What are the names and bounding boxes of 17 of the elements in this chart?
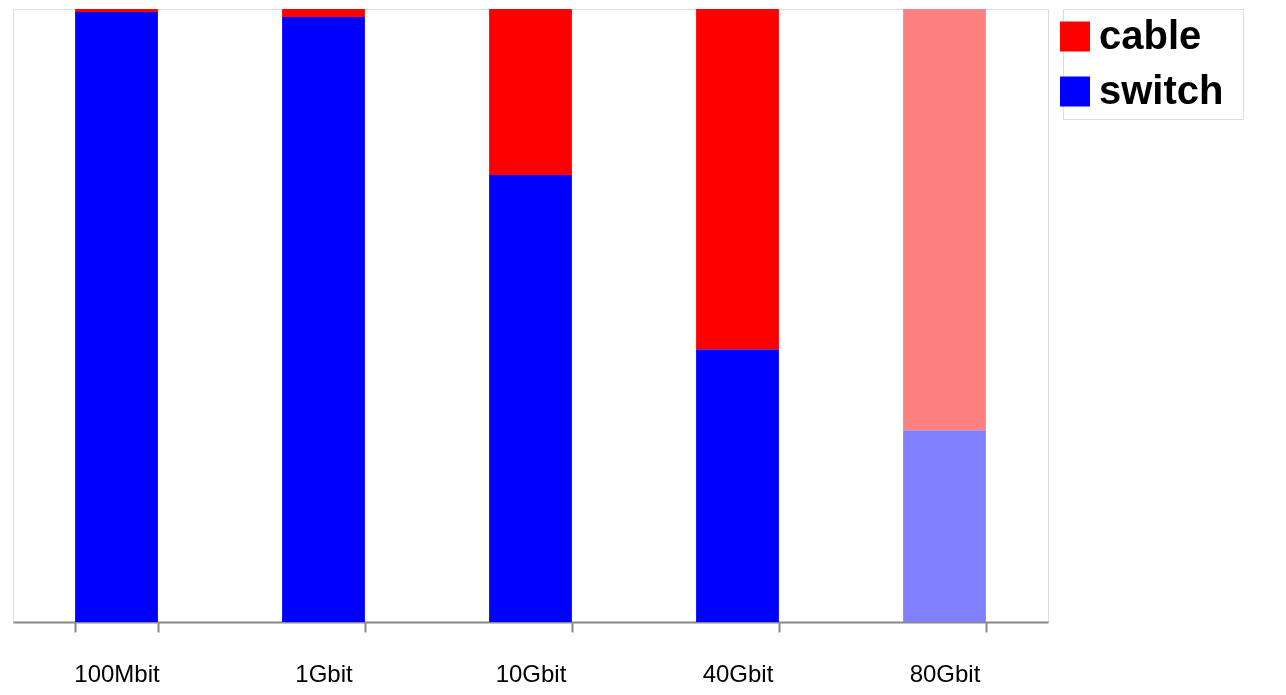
x-tick-label: 80Gbit — [909, 659, 981, 687]
x-tick-label: 10Gbit — [495, 659, 567, 687]
bar — [696, 349, 779, 622]
bar — [75, 12, 158, 622]
bar — [903, 9, 986, 431]
legend-label: switch — [1099, 67, 1224, 112]
x-tick-label: 1Gbit — [295, 659, 354, 687]
bar — [489, 9, 572, 176]
legend-label: cable — [1099, 12, 1202, 57]
x-tick-label: 100Mbit — [74, 659, 161, 687]
bar — [282, 16, 365, 622]
bar — [75, 9, 158, 13]
bar — [282, 9, 365, 17]
x-tick-label: 40Gbit — [702, 659, 774, 687]
bar — [903, 430, 986, 622]
bar — [696, 9, 779, 350]
bar — [489, 175, 572, 622]
